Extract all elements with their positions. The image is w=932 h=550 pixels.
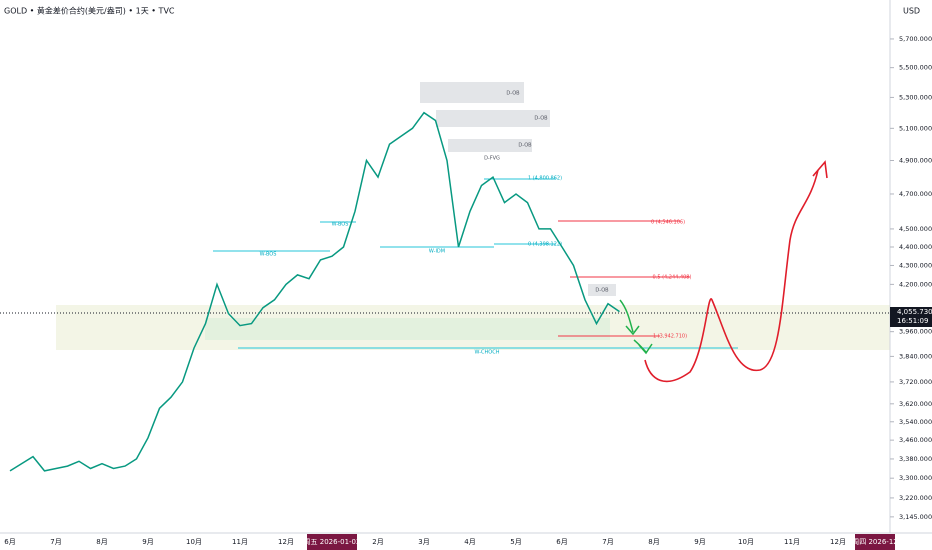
countdown: 16:51:09 bbox=[897, 317, 928, 325]
y-tick-label: 5,300.000 bbox=[899, 93, 932, 101]
currency: USD bbox=[903, 7, 920, 16]
price-box bbox=[890, 307, 932, 327]
y-tick-label: 3,720.000 bbox=[899, 378, 932, 386]
x-tick-label: 周五 2026-01-02 bbox=[304, 538, 361, 546]
annotation: W-BOS bbox=[332, 222, 349, 228]
y-tick-label: 5,100.000 bbox=[899, 124, 932, 132]
annotation: W-BOS bbox=[260, 252, 277, 258]
annotation: W-CHOCH bbox=[475, 350, 500, 356]
ob-box bbox=[436, 110, 550, 127]
x-tick-label: 10月 bbox=[738, 538, 754, 546]
annotation: 0 (4,546.106) bbox=[651, 220, 685, 226]
hand-drawn-path bbox=[644, 169, 819, 383]
annotation: 1 (3,942.710) bbox=[653, 334, 687, 340]
y-tick-label: 3,145.000 bbox=[899, 513, 932, 521]
y-tick-label: 3,220.000 bbox=[899, 494, 932, 502]
x-tick-label: 3月 bbox=[418, 538, 429, 546]
y-tick-label: 3,300.000 bbox=[899, 474, 932, 482]
y-tick-label: 3,960.000 bbox=[899, 328, 932, 336]
y-tick-label: 3,620.000 bbox=[899, 400, 932, 408]
x-tick-label: 4月 bbox=[464, 538, 475, 546]
annotation: W-IDM bbox=[429, 249, 445, 255]
x-tick-label: 11月 bbox=[784, 538, 800, 546]
x-tick-label: 6月 bbox=[556, 538, 567, 546]
x-tick-label: 9月 bbox=[142, 538, 153, 546]
x-tick-label: 12月 bbox=[278, 538, 294, 546]
y-tick-label: 3,380.000 bbox=[899, 455, 932, 463]
annotation: D-FVG bbox=[484, 156, 500, 162]
y-tick-label: 4,400.000 bbox=[899, 243, 932, 251]
x-tick-label: 12月 bbox=[830, 538, 846, 546]
y-tick-label: 4,500.000 bbox=[899, 225, 932, 233]
price-line bbox=[9, 111, 620, 472]
y-tick-label: 5,500.000 bbox=[899, 64, 932, 72]
x-tick-label: 6月 bbox=[4, 538, 15, 546]
y-tick-label: 4,200.000 bbox=[899, 280, 932, 288]
y-tick-label: 4,300.000 bbox=[899, 261, 932, 269]
x-tick-label: 7月 bbox=[50, 538, 61, 546]
ob-box bbox=[448, 139, 532, 152]
x-tick-label: 10月 bbox=[186, 538, 202, 546]
hand-drawn-arrow bbox=[812, 160, 828, 179]
crosshair-box bbox=[855, 534, 895, 550]
y-tick-label: 4,700.000 bbox=[899, 190, 932, 198]
annotation: 0 (4,398.122) bbox=[528, 242, 562, 248]
x-tick-label: 7月 bbox=[602, 538, 613, 546]
projection-arrow bbox=[619, 299, 653, 355]
annotation: D-OB bbox=[506, 91, 520, 97]
last-price: 4,055.730 bbox=[897, 308, 932, 316]
ob-box bbox=[420, 82, 524, 103]
x-tick-label: 8月 bbox=[96, 538, 107, 546]
annotation: 1 (4,800.862) bbox=[528, 176, 562, 182]
annotation: 0.5 (4,244.408) bbox=[653, 275, 692, 281]
y-tick-label: 3,840.000 bbox=[899, 352, 932, 360]
y-tick-label: 5,700.000 bbox=[899, 35, 932, 43]
annotation: D-OB bbox=[518, 143, 532, 149]
x-tick-label: 5月 bbox=[510, 538, 521, 546]
chart-title: GOLD • 黄金差价合约(美元/盎司) • 1天 • TVC bbox=[4, 6, 175, 16]
annotation: D-OB bbox=[595, 288, 609, 294]
x-tick-label: 2月 bbox=[372, 538, 383, 546]
y-tick-label: 3,540.000 bbox=[899, 418, 932, 426]
y-tick-label: 4,900.000 bbox=[899, 156, 932, 164]
x-tick-label: 9月 bbox=[694, 538, 705, 546]
y-tick-label: 3,460.000 bbox=[899, 436, 932, 444]
x-tick-label: 8月 bbox=[648, 538, 659, 546]
drawings bbox=[0, 82, 890, 383]
zone bbox=[205, 318, 610, 340]
crosshair-label: 周四 2026-12 bbox=[852, 538, 897, 546]
annotation: D-OB bbox=[534, 116, 548, 122]
ob-box bbox=[588, 284, 616, 296]
x-tick-label: 11月 bbox=[232, 538, 248, 546]
date-box bbox=[307, 534, 357, 550]
